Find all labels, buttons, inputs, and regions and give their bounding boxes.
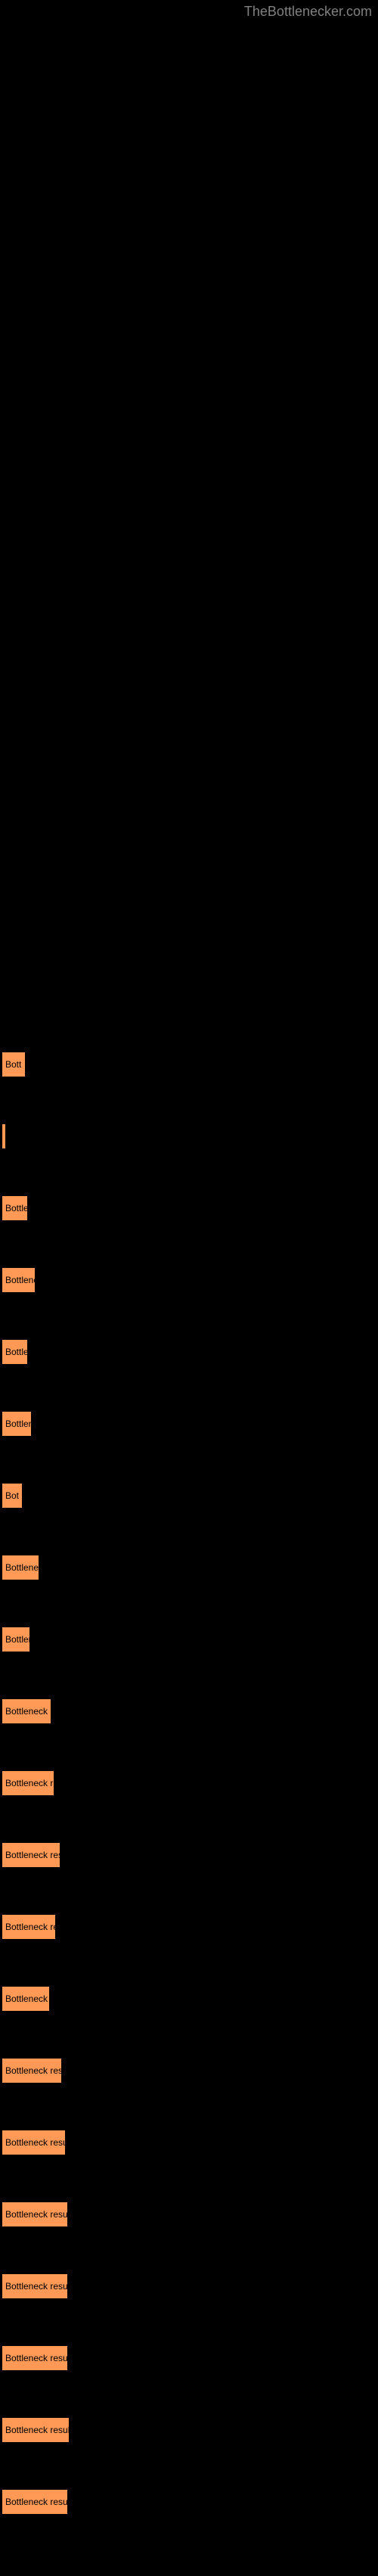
bar-row: Bottleneck result [2, 2202, 378, 2227]
chart-bar: Bottleneck result [2, 2273, 68, 2299]
chart-bar: Bot [2, 1483, 23, 1509]
bar-row: Bottle [2, 1195, 378, 1221]
watermark-text: TheBottlenecker.com [244, 4, 372, 20]
bar-row: Bottleneck result [2, 2345, 378, 2371]
chart-bar: Bottle [2, 1195, 28, 1221]
bar-row: Bottleneck result [2, 2417, 378, 2443]
chart-bar: Bottleneck result [2, 2202, 68, 2227]
bar-row: Bottleneck result [2, 2130, 378, 2155]
bar-row: Bottleneck resu [2, 1914, 378, 1940]
bar-row: Bot [2, 1483, 378, 1509]
bar-row [2, 1123, 378, 1149]
chart-bar: Bottleneck resu [2, 1914, 56, 1940]
chart-bar: Bottleneck result [2, 2345, 68, 2371]
bar-row: Bottleneck resu [2, 1770, 378, 1796]
chart-bar: Bottlen [2, 1411, 32, 1437]
chart-bar: Bottleneck result [2, 2489, 68, 2515]
bar-row: Bottlen [2, 1411, 378, 1437]
chart-bar: Bottleneck res [2, 1698, 51, 1724]
chart-bar: Bottleneck result [2, 2130, 66, 2155]
bar-row: Bottlen [2, 1627, 378, 1652]
chart-bar: Bottleneck resu [2, 1770, 54, 1796]
bar-row: Bottle [2, 1339, 378, 1365]
bar-row: Bottleneck result [2, 1842, 378, 1868]
bar-row: Bottleneck [2, 1555, 378, 1580]
chart-bar: Bottleneck result [2, 1842, 60, 1868]
bar-row: Bottleneck res [2, 1698, 378, 1724]
chart-bar: Bott [2, 1052, 26, 1077]
bar-row: Bottleneck result [2, 2273, 378, 2299]
bar-row: Bottlenec [2, 1267, 378, 1293]
chart-bar: Bottleneck re [2, 1986, 50, 2012]
chart-bar: Bottleneck [2, 1555, 39, 1580]
bar-row: Bottleneck re [2, 1986, 378, 2012]
chart-bar: Bottle [2, 1339, 28, 1365]
bar-row: Bott [2, 1052, 378, 1077]
chart-bar: Bottleneck result [2, 2058, 62, 2083]
chart-bar: Bottlenec [2, 1267, 36, 1293]
bar-row: Bottleneck result [2, 2058, 378, 2083]
chart-bar [2, 1123, 6, 1149]
bar-row: Bottleneck result [2, 2489, 378, 2515]
chart-area: Bott Bottle Bottlenec Bottle Bottlen Bot Bottl… [0, 0, 378, 2576]
chart-bar: Bottlen [2, 1627, 30, 1652]
chart-bar: Bottleneck result [2, 2417, 70, 2443]
